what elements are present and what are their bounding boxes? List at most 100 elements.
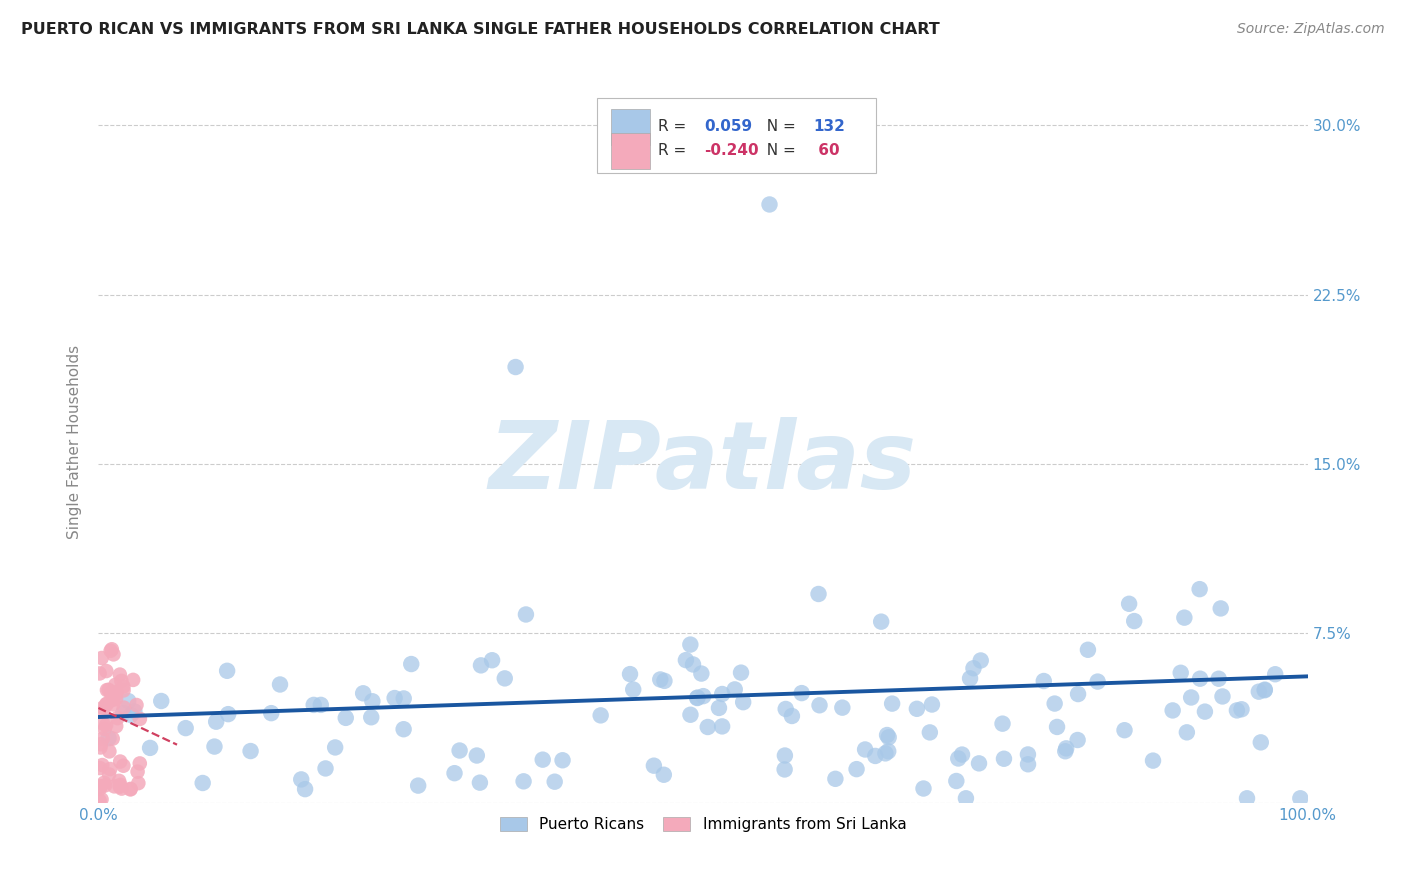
Point xyxy=(682,657,704,672)
Point xyxy=(90,779,112,793)
Point xyxy=(112,706,135,720)
Point xyxy=(1054,741,1077,756)
Point xyxy=(239,744,262,758)
Point xyxy=(117,694,139,708)
Point xyxy=(120,708,142,723)
Point xyxy=(315,761,337,775)
Point xyxy=(91,758,114,772)
Point xyxy=(89,793,111,807)
Point xyxy=(97,682,120,697)
Point xyxy=(94,778,117,792)
Point xyxy=(1142,754,1164,768)
Point xyxy=(1247,684,1270,698)
Point xyxy=(1017,757,1039,772)
Point xyxy=(112,758,135,772)
Point xyxy=(967,756,990,771)
Point xyxy=(807,587,830,601)
Point xyxy=(481,653,503,667)
Point xyxy=(993,752,1015,766)
Point xyxy=(696,720,718,734)
Point xyxy=(970,653,993,667)
Point xyxy=(1017,747,1039,762)
Point xyxy=(1077,642,1099,657)
Point xyxy=(107,711,129,725)
Point xyxy=(89,781,111,796)
Point xyxy=(845,762,868,776)
Point xyxy=(1175,725,1198,739)
Point xyxy=(619,667,641,681)
Point xyxy=(775,702,797,716)
Point xyxy=(1209,601,1232,615)
Point xyxy=(103,698,125,712)
Point xyxy=(544,774,567,789)
Point xyxy=(711,687,734,701)
Point xyxy=(959,672,981,686)
Point xyxy=(875,747,897,761)
Point xyxy=(1123,614,1146,628)
Point xyxy=(111,781,134,796)
Point xyxy=(707,701,730,715)
Point xyxy=(89,740,111,755)
Point xyxy=(98,767,121,781)
Point xyxy=(309,698,332,712)
Point xyxy=(692,689,714,703)
FancyBboxPatch shape xyxy=(612,133,650,169)
Point xyxy=(686,691,709,706)
Point xyxy=(91,731,114,746)
Point xyxy=(443,766,465,780)
Point xyxy=(962,661,984,675)
Point xyxy=(392,691,415,706)
Point xyxy=(551,753,574,767)
Point xyxy=(733,695,755,709)
Point xyxy=(174,721,197,735)
Text: N =: N = xyxy=(758,144,801,158)
Point xyxy=(1264,667,1286,681)
Point xyxy=(217,664,239,678)
Point xyxy=(98,762,121,776)
Point xyxy=(690,666,713,681)
Point xyxy=(399,657,422,671)
Point xyxy=(110,673,132,688)
Point xyxy=(876,728,898,742)
Point xyxy=(105,687,128,701)
FancyBboxPatch shape xyxy=(596,97,876,173)
Point xyxy=(1289,791,1312,805)
Point xyxy=(654,673,676,688)
Point xyxy=(824,772,846,786)
Point xyxy=(93,722,115,736)
Point xyxy=(108,667,131,681)
Point xyxy=(384,691,406,706)
Point xyxy=(96,683,118,698)
Point xyxy=(724,682,747,697)
Point xyxy=(96,664,118,678)
Point xyxy=(621,682,644,697)
Point xyxy=(531,753,554,767)
Point xyxy=(352,686,374,700)
Text: R =: R = xyxy=(658,144,692,158)
Point xyxy=(101,642,124,657)
Point xyxy=(948,751,970,765)
Point xyxy=(780,709,803,723)
Point xyxy=(112,700,135,714)
Point xyxy=(679,707,702,722)
Point xyxy=(831,700,853,714)
Point xyxy=(90,737,112,751)
Point xyxy=(652,768,675,782)
Point xyxy=(294,782,316,797)
Point xyxy=(870,615,893,629)
Point xyxy=(1236,791,1258,805)
Point xyxy=(204,739,226,754)
Point xyxy=(335,711,357,725)
Point xyxy=(127,776,149,790)
Point xyxy=(515,607,537,622)
Point xyxy=(150,694,173,708)
Point xyxy=(1114,723,1136,738)
Point xyxy=(921,698,943,712)
Point xyxy=(105,719,128,733)
Point xyxy=(955,791,977,805)
Point xyxy=(89,761,111,775)
Point xyxy=(128,756,150,771)
Point xyxy=(103,687,125,701)
Text: ZIPatlas: ZIPatlas xyxy=(489,417,917,509)
Text: N =: N = xyxy=(758,120,801,134)
